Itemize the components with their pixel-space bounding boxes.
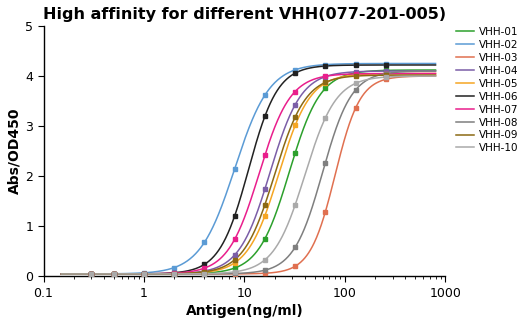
VHH-05 <box>380 72 387 76</box>
VHH-04 <box>81 272 87 276</box>
X-axis label: Antigen(ng/ml): Antigen(ng/ml) <box>186 304 304 318</box>
VHH-03 <box>81 272 87 276</box>
VHH-03 <box>285 267 291 271</box>
Line: VHH-06: VHH-06 <box>61 65 436 274</box>
VHH-09 <box>432 73 439 77</box>
Line: VHH-05: VHH-05 <box>61 73 436 274</box>
VHH-05 <box>58 272 64 276</box>
VHH-07 <box>276 116 282 120</box>
VHH-01 <box>58 272 64 276</box>
VHH-01 <box>81 272 87 276</box>
VHH-06 <box>432 63 439 67</box>
VHH-03 <box>58 272 64 276</box>
VHH-09 <box>297 106 303 110</box>
Line: VHH-10: VHH-10 <box>61 76 436 274</box>
VHH-09 <box>81 272 87 276</box>
VHH-06 <box>58 272 64 276</box>
VHH-08 <box>380 72 387 76</box>
Line: VHH-03: VHH-03 <box>61 76 436 274</box>
Line: VHH-07: VHH-07 <box>61 73 436 274</box>
VHH-08 <box>285 254 291 258</box>
VHH-06 <box>285 76 291 80</box>
Line: VHH-02: VHH-02 <box>61 63 436 274</box>
VHH-08 <box>58 272 64 276</box>
VHH-03 <box>342 135 348 139</box>
VHH-04 <box>58 272 64 276</box>
VHH-01 <box>285 173 291 177</box>
VHH-07 <box>432 72 439 75</box>
VHH-05 <box>432 72 439 75</box>
VHH-10 <box>81 272 87 276</box>
VHH-04 <box>342 71 348 74</box>
VHH-10 <box>276 241 282 245</box>
VHH-03 <box>380 78 387 82</box>
VHH-06 <box>342 63 348 67</box>
VHH-10 <box>380 75 387 79</box>
VHH-06 <box>380 63 387 67</box>
VHH-09 <box>58 272 64 276</box>
VHH-08 <box>432 69 439 73</box>
Line: VHH-09: VHH-09 <box>61 75 436 274</box>
VHH-01 <box>380 69 387 72</box>
VHH-05 <box>276 173 282 176</box>
Legend: VHH-01, VHH-02, VHH-03, VHH-04, VHH-05, VHH-06, VHH-07, VHH-08, VHH-09, VHH-10: VHH-01, VHH-02, VHH-03, VHH-04, VHH-05, … <box>454 26 519 154</box>
VHH-01 <box>276 204 282 208</box>
VHH-02 <box>285 71 291 75</box>
VHH-05 <box>342 74 348 78</box>
VHH-08 <box>276 263 282 266</box>
VHH-06 <box>276 86 282 90</box>
VHH-07 <box>297 85 303 89</box>
VHH-04 <box>276 143 282 147</box>
Line: VHH-01: VHH-01 <box>61 70 436 274</box>
VHH-04 <box>297 96 303 99</box>
VHH-04 <box>285 117 291 121</box>
Title: High affinity for different VHH(077-201-005): High affinity for different VHH(077-201-… <box>43 7 446 22</box>
VHH-05 <box>285 142 291 146</box>
VHH-07 <box>58 272 64 276</box>
VHH-07 <box>380 72 387 75</box>
VHH-07 <box>342 72 348 76</box>
VHH-02 <box>58 272 64 276</box>
VHH-03 <box>276 270 282 274</box>
VHH-06 <box>81 272 87 276</box>
VHH-01 <box>342 73 348 77</box>
VHH-08 <box>297 237 303 241</box>
VHH-02 <box>342 62 348 66</box>
VHH-02 <box>432 61 439 65</box>
VHH-10 <box>342 88 348 92</box>
VHH-08 <box>81 272 87 276</box>
VHH-01 <box>432 68 439 72</box>
VHH-10 <box>285 221 291 225</box>
VHH-06 <box>297 69 303 73</box>
VHH-09 <box>285 131 291 135</box>
VHH-04 <box>432 69 439 73</box>
VHH-10 <box>58 272 64 276</box>
VHH-01 <box>297 137 303 141</box>
VHH-05 <box>81 272 87 276</box>
VHH-10 <box>297 189 303 193</box>
VHH-02 <box>297 67 303 71</box>
VHH-07 <box>285 98 291 102</box>
VHH-09 <box>380 73 387 77</box>
Line: VHH-04: VHH-04 <box>61 71 436 274</box>
VHH-05 <box>297 113 303 117</box>
VHH-08 <box>342 105 348 109</box>
VHH-09 <box>276 160 282 164</box>
VHH-02 <box>380 61 387 65</box>
VHH-07 <box>81 272 87 276</box>
VHH-04 <box>380 69 387 73</box>
VHH-03 <box>432 74 439 78</box>
Y-axis label: Abs/OD450: Abs/OD450 <box>7 108 21 194</box>
VHH-09 <box>342 75 348 79</box>
VHH-02 <box>276 77 282 81</box>
VHH-03 <box>297 261 303 265</box>
Line: VHH-08: VHH-08 <box>61 71 436 274</box>
VHH-02 <box>81 272 87 276</box>
VHH-10 <box>432 74 439 78</box>
